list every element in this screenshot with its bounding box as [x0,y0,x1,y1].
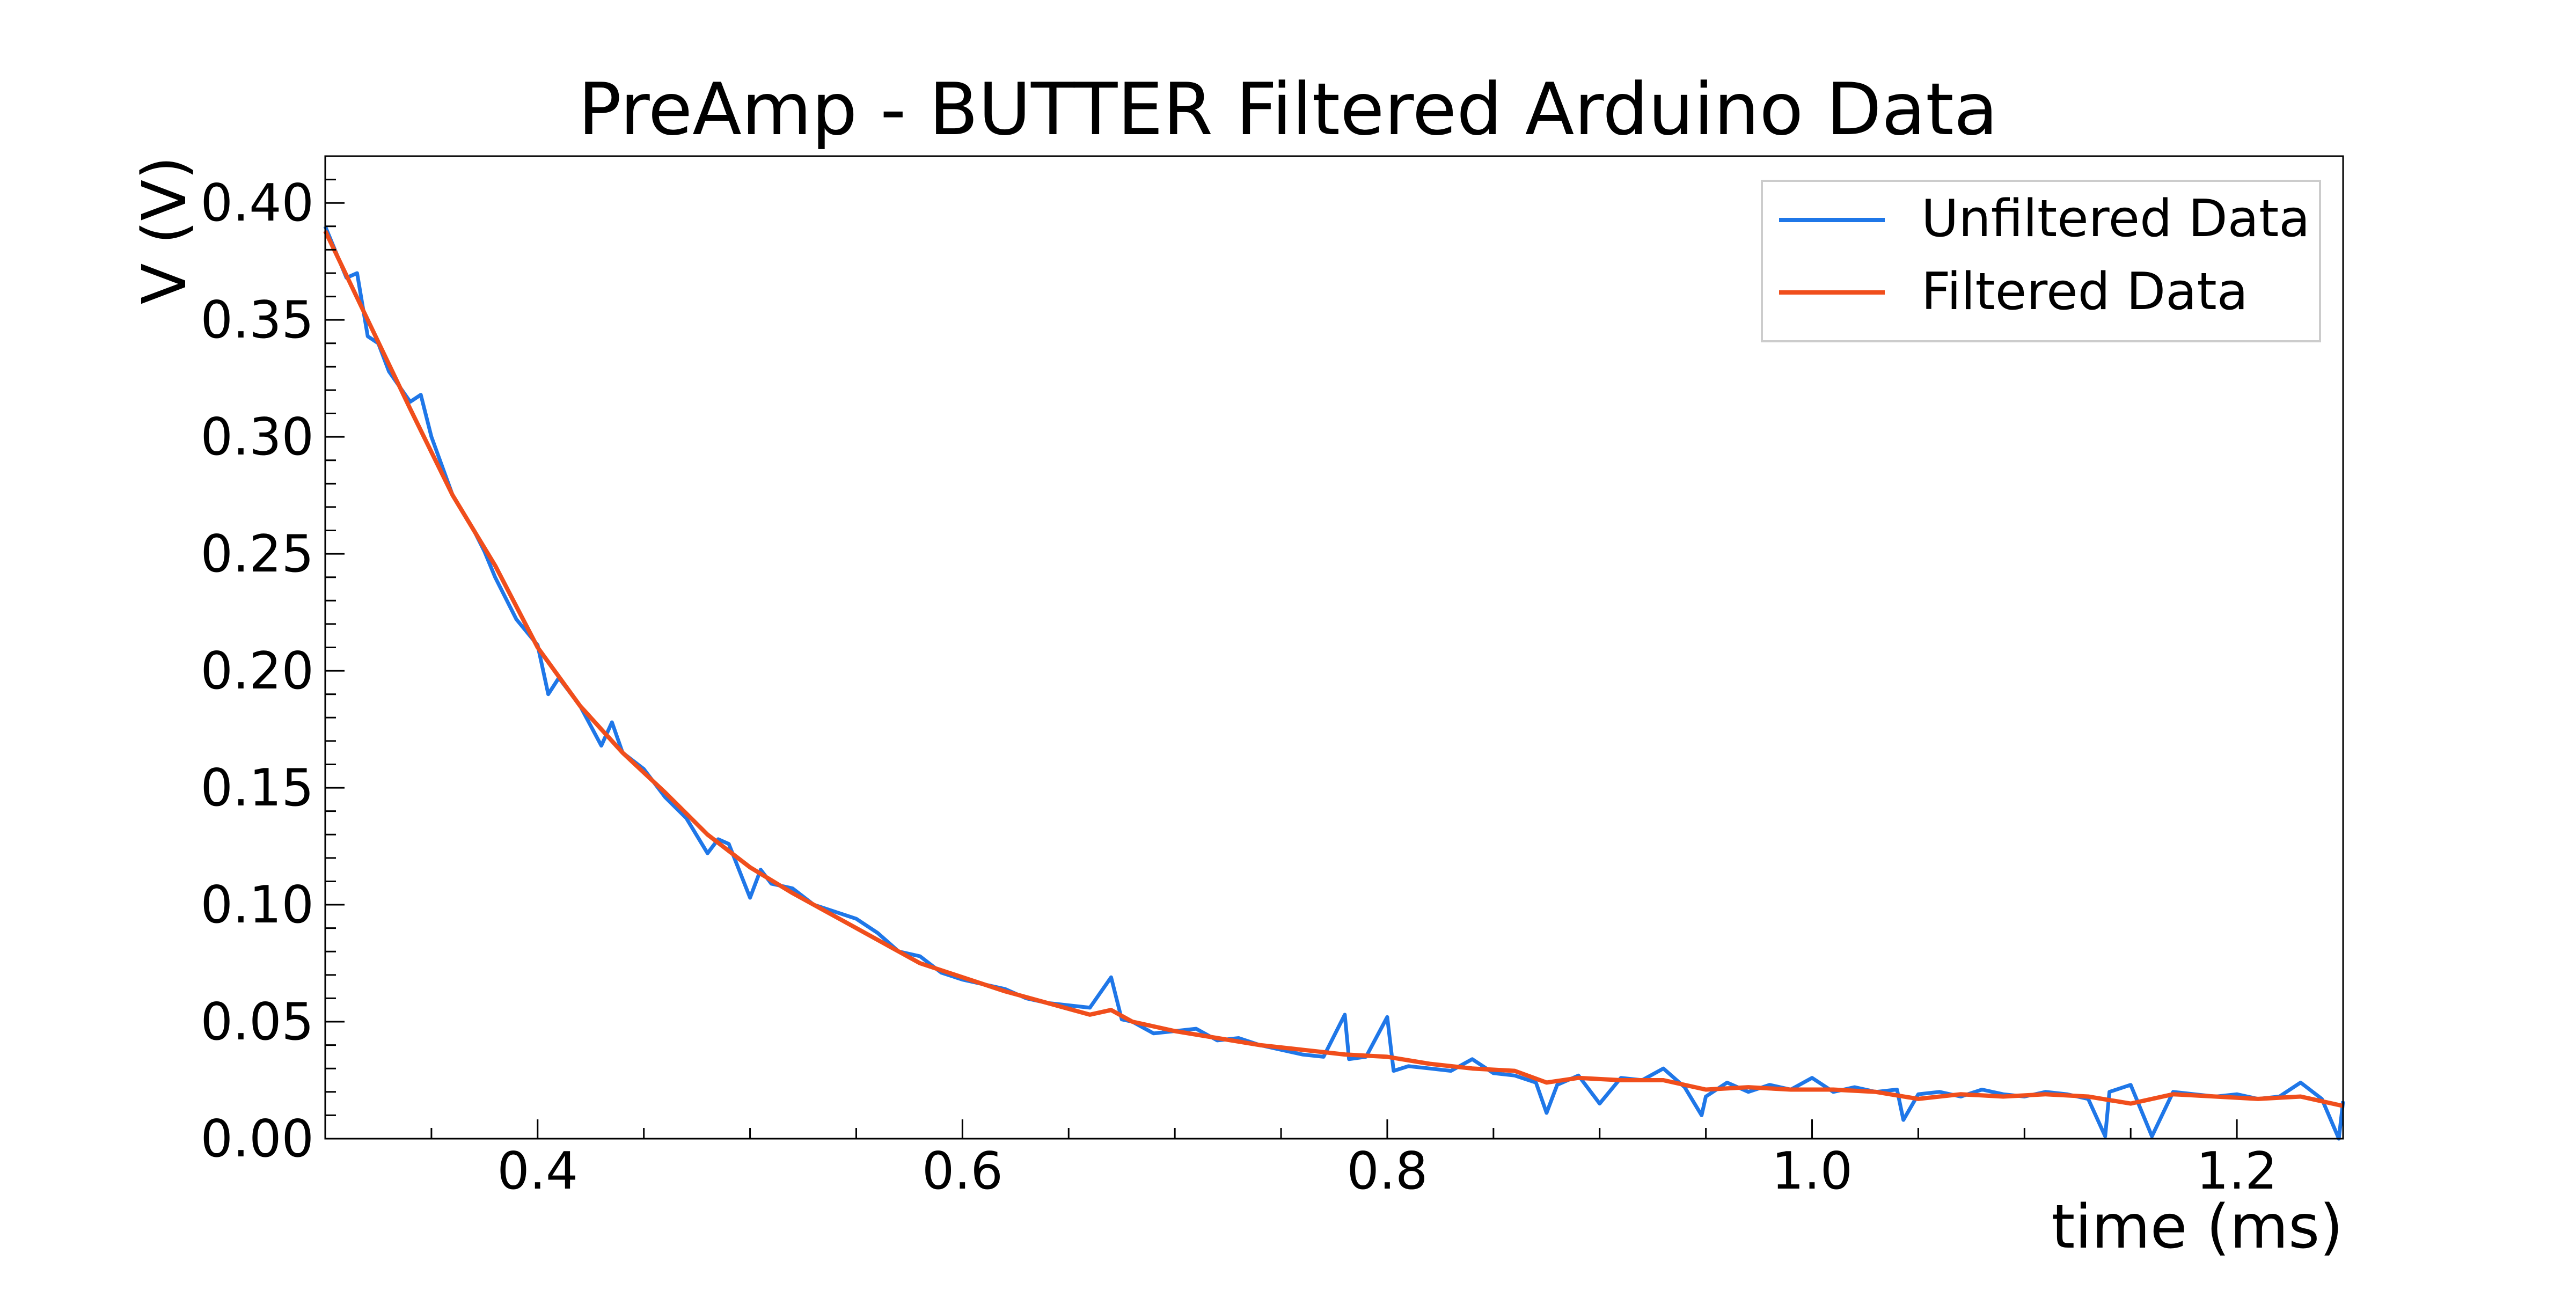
plot-area [323,225,2345,1141]
unfiltered-line-layer [323,225,2345,1141]
y-axis: 0.00 0.05 0.10 0.15 0.20 0.25 0.30 0.35 0.40 [200,155,345,1169]
y-tick-label: 0.30 [200,408,314,467]
legend-label-unfiltered: Unfiltered Data [1921,189,2310,248]
y-tick-label: 0.35 [200,291,314,350]
y-tick-label: 0.15 [200,759,314,818]
filtered-data-line [323,230,2344,1108]
legend-label-filtered: Filtered Data [1921,262,2248,321]
x-axis-label: time (ms) [2052,1192,2343,1262]
x-axis: 0.4 0.6 0.8 1.0 1.2 [324,1119,2344,1201]
y-tick-label: 0.05 [200,993,314,1052]
x-tick-label: 1.2 [2197,1142,2278,1201]
x-tick-label: 0.4 [497,1142,578,1201]
y-tick-label: 0.10 [200,876,314,935]
y-tick-label: 0.00 [200,1110,314,1169]
x-tick-label: 1.0 [1772,1142,1853,1201]
x-tick-label: 0.6 [922,1142,1003,1201]
legend: Unfiltered Data Filtered Data [1761,180,2321,342]
filtered-line-layer [323,230,2344,1108]
chart-title: PreAmp - BUTTER Filtered Arduino Data [578,68,1998,151]
y-axis-label: V (V) [130,156,200,304]
y-tick-label: 0.20 [200,642,314,701]
unfiltered-data-line [323,225,2345,1141]
y-tick-label: 0.25 [200,525,314,584]
x-tick-label: 0.8 [1346,1142,1428,1201]
legend-box [1761,180,2321,342]
y-tick-label: 0.40 [200,174,314,233]
